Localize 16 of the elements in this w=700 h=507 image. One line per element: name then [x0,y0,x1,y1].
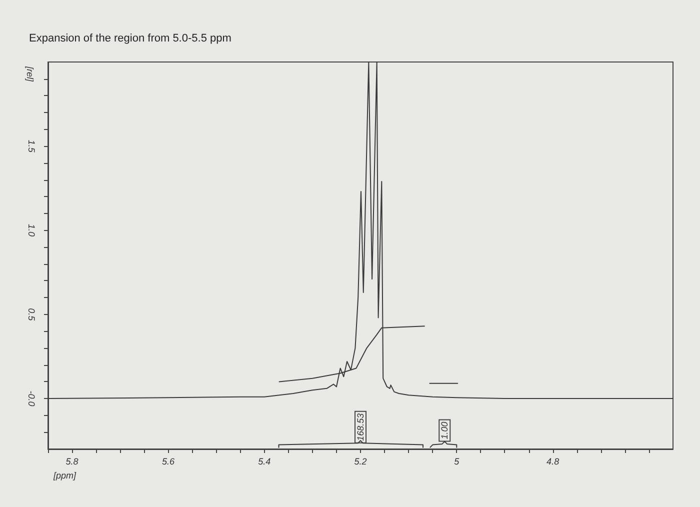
x-tick-label: 5.2 [354,456,367,466]
x-tick-label: 5.6 [162,456,174,466]
y-tick-label: 1.0 [26,224,36,237]
annotation: 168.53 [356,413,366,441]
line-series [278,326,425,382]
chart-title: Expansion of the region from 5.0-5.5 ppm [29,32,232,44]
y-tick-label: 0.5 [26,308,36,322]
y-tick-label: 1.5 [26,140,36,154]
x-tick-label: 5.8 [66,456,78,466]
x-axis-title: [ppm] [52,470,76,480]
annotation: 1.00 [440,422,450,440]
x-tick-label: 4.8 [546,456,560,466]
x-tick-label: 5 [454,456,460,466]
y-tick-label: -0.0 [26,390,36,406]
y-axis-title: [rel] [25,65,35,82]
x-tick-label: 5.4 [258,456,271,466]
